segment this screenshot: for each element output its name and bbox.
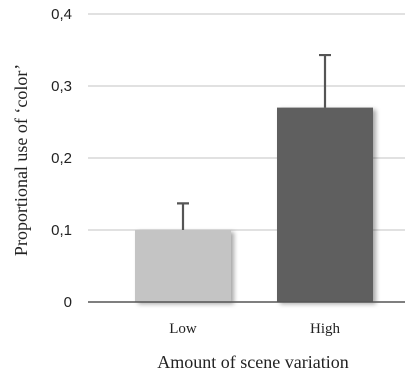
x-tick-label: High (310, 321, 341, 337)
x-tick-label: Low (169, 321, 197, 337)
y-tick-label: 0,2 (51, 150, 72, 167)
y-tick-label: 0,4 (51, 6, 72, 23)
error-bar-high (319, 53, 331, 108)
bars (135, 107, 373, 302)
x-tick-labels: Low High (169, 321, 340, 337)
y-tick-label: 0,1 (51, 222, 72, 239)
y-tick-labels: 0 0,1 0,2 0,3 0,4 (51, 6, 72, 311)
y-tick-label: 0 (64, 294, 72, 311)
y-axis-title: Proportional use of ‘color’ (11, 64, 31, 256)
bar-low (135, 230, 231, 302)
error-bars (177, 53, 331, 230)
x-axis-title: Amount of scene variation (157, 352, 348, 372)
y-tick-label: 0,3 (51, 78, 72, 95)
error-bar-low (177, 202, 189, 230)
bar-high (277, 107, 373, 302)
